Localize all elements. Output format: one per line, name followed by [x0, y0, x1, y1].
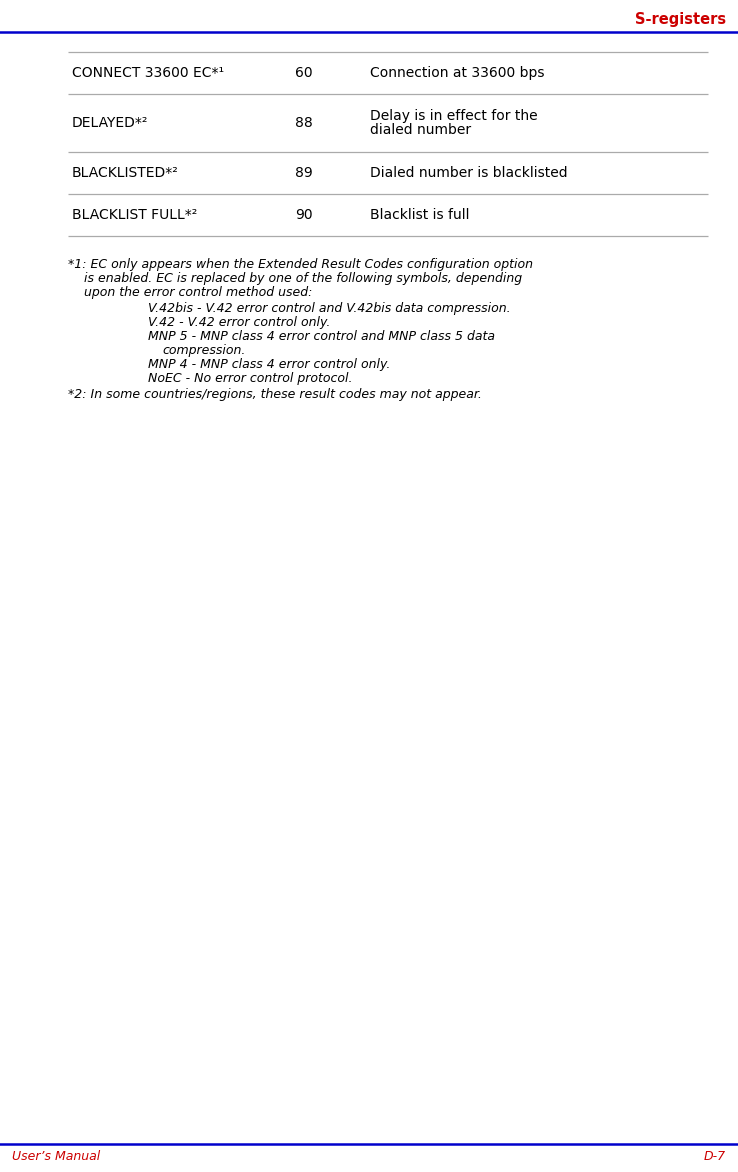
Text: 88: 88: [295, 116, 313, 130]
Text: NoEC - No error control protocol.: NoEC - No error control protocol.: [148, 372, 353, 384]
Text: BLACKLISTED*²: BLACKLISTED*²: [72, 166, 179, 180]
Text: V.42bis - V.42 error control and V.42bis data compression.: V.42bis - V.42 error control and V.42bis…: [148, 302, 511, 315]
Text: D-7: D-7: [704, 1150, 726, 1163]
Text: Dialed number is blacklisted: Dialed number is blacklisted: [370, 166, 568, 180]
Text: compression.: compression.: [162, 343, 245, 356]
Text: S-registers: S-registers: [635, 12, 726, 27]
Text: Delay is in effect for the: Delay is in effect for the: [370, 109, 537, 123]
Text: BLACKLIST FULL*²: BLACKLIST FULL*²: [72, 207, 197, 222]
Text: 60: 60: [295, 66, 313, 80]
Text: MNP 4 - MNP class 4 error control only.: MNP 4 - MNP class 4 error control only.: [148, 357, 390, 370]
Text: 90: 90: [295, 207, 313, 222]
Text: Blacklist is full: Blacklist is full: [370, 207, 469, 222]
Text: upon the error control method used:: upon the error control method used:: [68, 286, 312, 299]
Text: DELAYED*²: DELAYED*²: [72, 116, 148, 130]
Text: User’s Manual: User’s Manual: [12, 1150, 100, 1163]
Text: dialed number: dialed number: [370, 123, 471, 137]
Text: *2: In some countries/regions, these result codes may not appear.: *2: In some countries/regions, these res…: [68, 388, 482, 401]
Text: 89: 89: [295, 166, 313, 180]
Text: V.42 - V.42 error control only.: V.42 - V.42 error control only.: [148, 315, 331, 329]
Text: MNP 5 - MNP class 4 error control and MNP class 5 data: MNP 5 - MNP class 4 error control and MN…: [148, 329, 495, 342]
Text: *1: EC only appears when the Extended Result Codes configuration option: *1: EC only appears when the Extended Re…: [68, 258, 533, 271]
Text: is enabled. EC is replaced by one of the following symbols, depending: is enabled. EC is replaced by one of the…: [68, 272, 522, 285]
Text: CONNECT 33600 EC*¹: CONNECT 33600 EC*¹: [72, 66, 224, 80]
Text: Connection at 33600 bps: Connection at 33600 bps: [370, 66, 545, 80]
